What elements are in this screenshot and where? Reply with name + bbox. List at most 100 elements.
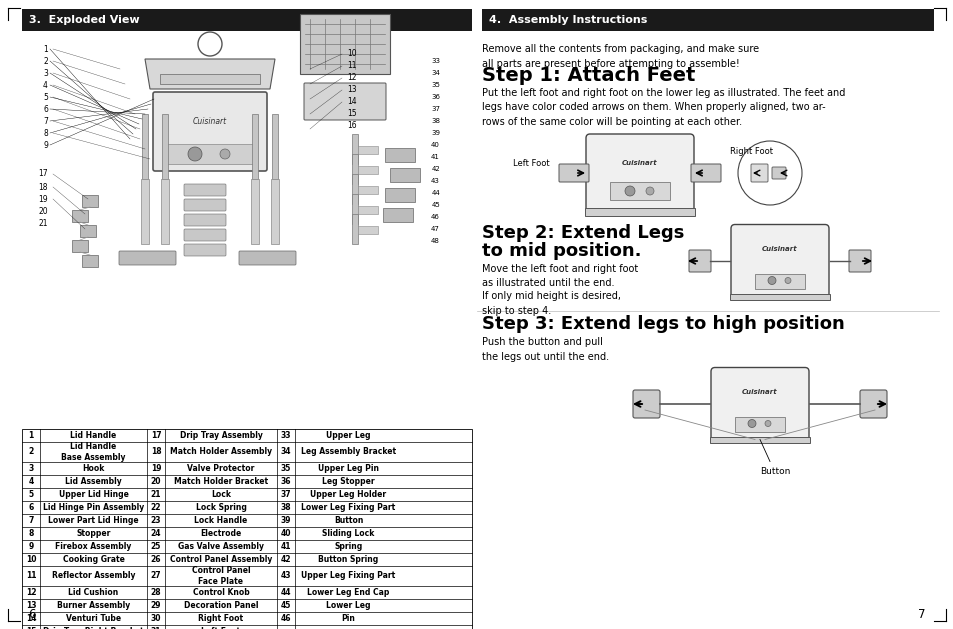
FancyBboxPatch shape (119, 251, 175, 265)
Bar (352, 194, 357, 224)
Bar (71, 210, 88, 222)
Text: Match Holder Assembly: Match Holder Assembly (170, 447, 272, 457)
Text: 3: 3 (43, 69, 48, 77)
Text: 33: 33 (280, 431, 291, 440)
FancyBboxPatch shape (710, 367, 808, 440)
FancyBboxPatch shape (184, 184, 226, 196)
Text: 40: 40 (431, 142, 439, 148)
Circle shape (188, 147, 202, 161)
Text: Control Panel
Face Plate: Control Panel Face Plate (192, 566, 250, 586)
Text: 9: 9 (43, 140, 48, 150)
Text: 19: 19 (38, 194, 48, 204)
FancyBboxPatch shape (771, 167, 785, 179)
Bar (82, 255, 98, 267)
Text: Lid Handle: Lid Handle (71, 431, 116, 440)
Circle shape (747, 420, 755, 428)
Text: 5: 5 (43, 92, 48, 101)
Text: 6: 6 (29, 503, 33, 512)
Circle shape (767, 277, 775, 284)
Text: Leg Stopper: Leg Stopper (322, 477, 375, 486)
Text: 46: 46 (431, 214, 439, 220)
Text: 3.  Exploded View: 3. Exploded View (29, 15, 139, 25)
Text: 17: 17 (151, 431, 161, 440)
FancyBboxPatch shape (848, 250, 870, 272)
Text: Put the left foot and right foot on the lower leg as illustrated. The feet and
l: Put the left foot and right foot on the … (481, 88, 844, 127)
Text: Hook: Hook (82, 464, 105, 473)
Text: Cooking Grate: Cooking Grate (63, 555, 124, 564)
Text: Lid Cushion: Lid Cushion (69, 588, 118, 597)
Bar (272, 114, 277, 179)
Text: Right Foot: Right Foot (198, 614, 243, 623)
Bar (252, 114, 257, 179)
Text: 39: 39 (280, 516, 291, 525)
Text: If only mid height is desired,
skip to step 4.: If only mid height is desired, skip to s… (481, 291, 620, 316)
Text: 6: 6 (43, 104, 48, 113)
Bar (165, 144, 254, 164)
Text: 28: 28 (151, 588, 161, 597)
Circle shape (624, 186, 635, 196)
FancyBboxPatch shape (750, 164, 767, 182)
Text: Step 1: Attach Feet: Step 1: Attach Feet (481, 66, 695, 85)
Text: Lid Hinge Pin Assembly: Lid Hinge Pin Assembly (43, 503, 144, 512)
Text: 34: 34 (280, 447, 291, 457)
Text: 45: 45 (280, 601, 291, 610)
Text: Step 2: Extend Legs: Step 2: Extend Legs (481, 224, 683, 242)
Text: 9: 9 (29, 542, 33, 551)
Bar (71, 240, 88, 252)
FancyBboxPatch shape (304, 83, 386, 120)
Text: Step 3: Extend legs to high position: Step 3: Extend legs to high position (481, 315, 843, 333)
Text: Electrode: Electrode (200, 529, 241, 538)
Text: 14: 14 (26, 614, 36, 623)
Text: Left Foot: Left Foot (201, 627, 240, 629)
Text: Upper Leg Pin: Upper Leg Pin (317, 464, 378, 473)
Text: 48: 48 (431, 238, 439, 244)
Text: 45: 45 (431, 202, 439, 208)
Text: Left Foot: Left Foot (513, 159, 550, 167)
Text: Decoration Panel: Decoration Panel (184, 601, 258, 610)
Text: Upper Leg Holder: Upper Leg Holder (310, 490, 386, 499)
Text: Stopper: Stopper (76, 529, 111, 538)
Bar (251, 179, 258, 244)
Text: 8: 8 (43, 128, 48, 138)
Bar (352, 154, 357, 184)
Bar (299, 14, 390, 74)
FancyBboxPatch shape (558, 164, 588, 182)
Text: Burner Assembly: Burner Assembly (57, 601, 130, 610)
Text: 43: 43 (431, 178, 439, 184)
Text: Upper Leg Fixing Part: Upper Leg Fixing Part (301, 572, 395, 581)
Bar (609, 182, 669, 200)
Circle shape (738, 141, 801, 205)
Text: 30: 30 (151, 614, 161, 623)
Text: Lock Spring: Lock Spring (195, 503, 246, 512)
Text: 1: 1 (43, 45, 48, 53)
FancyBboxPatch shape (688, 250, 710, 272)
Text: 13: 13 (347, 86, 356, 94)
FancyBboxPatch shape (633, 390, 659, 418)
Text: Lock: Lock (211, 490, 231, 499)
Text: 12: 12 (347, 74, 356, 82)
Text: Control Panel Assembly: Control Panel Assembly (170, 555, 272, 564)
Text: 25: 25 (151, 542, 161, 551)
Polygon shape (145, 59, 274, 89)
Text: Reflector Assembly: Reflector Assembly (51, 572, 135, 581)
Bar (385, 188, 415, 202)
Text: 24: 24 (151, 529, 161, 538)
Text: 7: 7 (29, 516, 33, 525)
Bar (141, 179, 149, 244)
Text: Cuisinart: Cuisinart (761, 246, 797, 252)
Text: Lock Handle: Lock Handle (194, 516, 248, 525)
Text: 35: 35 (431, 82, 439, 88)
Bar (390, 168, 419, 182)
Text: 35: 35 (280, 464, 291, 473)
Text: Move the left foot and right foot
as illustrated until the end.: Move the left foot and right foot as ill… (481, 264, 638, 289)
Text: 38: 38 (280, 503, 291, 512)
Text: 34: 34 (431, 70, 439, 76)
FancyBboxPatch shape (184, 244, 226, 256)
Circle shape (645, 187, 654, 195)
Bar (734, 416, 784, 431)
Text: Cuisinart: Cuisinart (193, 117, 227, 126)
FancyBboxPatch shape (859, 390, 886, 418)
Text: 21: 21 (151, 490, 161, 499)
Bar (22, 9, 472, 31)
Text: Lower Leg Fixing Part: Lower Leg Fixing Part (301, 503, 395, 512)
